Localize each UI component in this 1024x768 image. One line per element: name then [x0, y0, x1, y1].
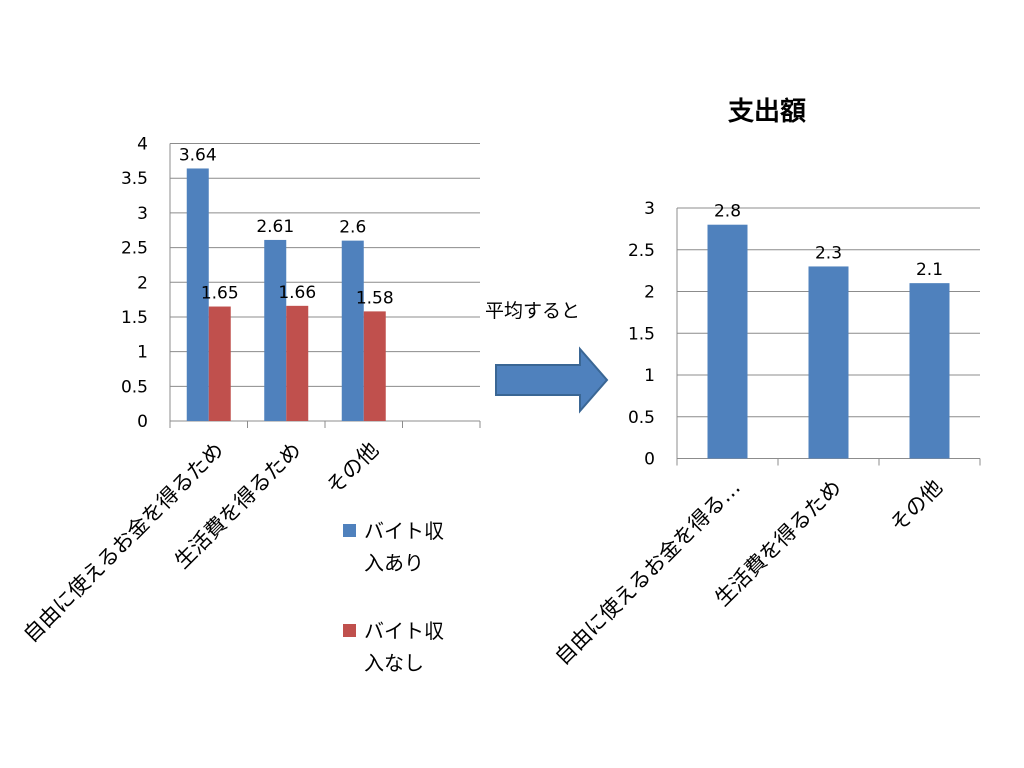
y-tick-label: 1.5: [121, 308, 148, 328]
legend-label-with-income-line1: バイト収: [364, 519, 444, 543]
y-tick-label: 3: [137, 204, 148, 224]
bar-series1: [909, 283, 950, 459]
data-label: 1.58: [356, 288, 394, 308]
average-note: 平均すると: [485, 300, 580, 322]
data-label: 2.8: [714, 202, 741, 222]
y-tick-label: 4: [137, 135, 148, 155]
y-tick-label: 1: [137, 343, 148, 363]
y-tick-label: 0.5: [628, 408, 655, 428]
data-label: 1.66: [278, 283, 316, 303]
y-tick-label: 0.5: [121, 377, 148, 397]
chart-title: 支出額: [728, 97, 806, 127]
data-label: 2.61: [256, 217, 294, 237]
x-category-label: その他: [322, 438, 384, 500]
data-label: 2.3: [815, 243, 842, 263]
bar-series1: [707, 224, 748, 459]
y-tick-label: 3: [644, 199, 655, 219]
data-label: 2.1: [916, 260, 943, 280]
bar-series1: [186, 168, 209, 421]
y-tick-label: 1.5: [628, 324, 655, 344]
y-tick-label: 3.5: [121, 169, 148, 189]
bar-series1: [341, 240, 364, 421]
bar-series2: [208, 306, 231, 421]
x-category-label: その他: [886, 475, 948, 537]
y-tick-label: 2: [137, 273, 148, 293]
legend-label-without-income-line2: 入なし: [364, 651, 424, 675]
chart-expenditure: 00.511.522.53 2.8自由に使えるお金を得る…2.3生活費を得るため2…: [550, 199, 981, 670]
legend: バイト収 入あり バイト収 入なし: [343, 519, 444, 675]
legend-swatch-without-income: [343, 624, 356, 637]
bar-series1: [808, 266, 849, 459]
y-tick-label: 2.5: [121, 239, 148, 259]
legend-label-with-income-line2: 入あり: [364, 551, 424, 575]
x-category-label: 自由に使えるお金を得る…: [550, 475, 745, 670]
legend-label-without-income-line1: バイト収: [364, 619, 444, 643]
data-label: 2.6: [339, 218, 366, 238]
y-tick-label: 1: [644, 366, 655, 386]
y-tick-label: 0: [644, 450, 655, 470]
bar-series1: [264, 239, 287, 421]
y-tick-label: 0: [137, 412, 148, 432]
bar-series2: [363, 311, 386, 421]
data-label: 1.65: [201, 284, 239, 304]
y-tick-label: 2.5: [628, 241, 655, 261]
right-arrow-icon: [495, 346, 609, 414]
y-tick-label: 2: [644, 283, 655, 303]
data-label: 3.64: [179, 145, 217, 165]
bar-series2: [286, 305, 309, 421]
legend-swatch-with-income: [343, 524, 356, 537]
